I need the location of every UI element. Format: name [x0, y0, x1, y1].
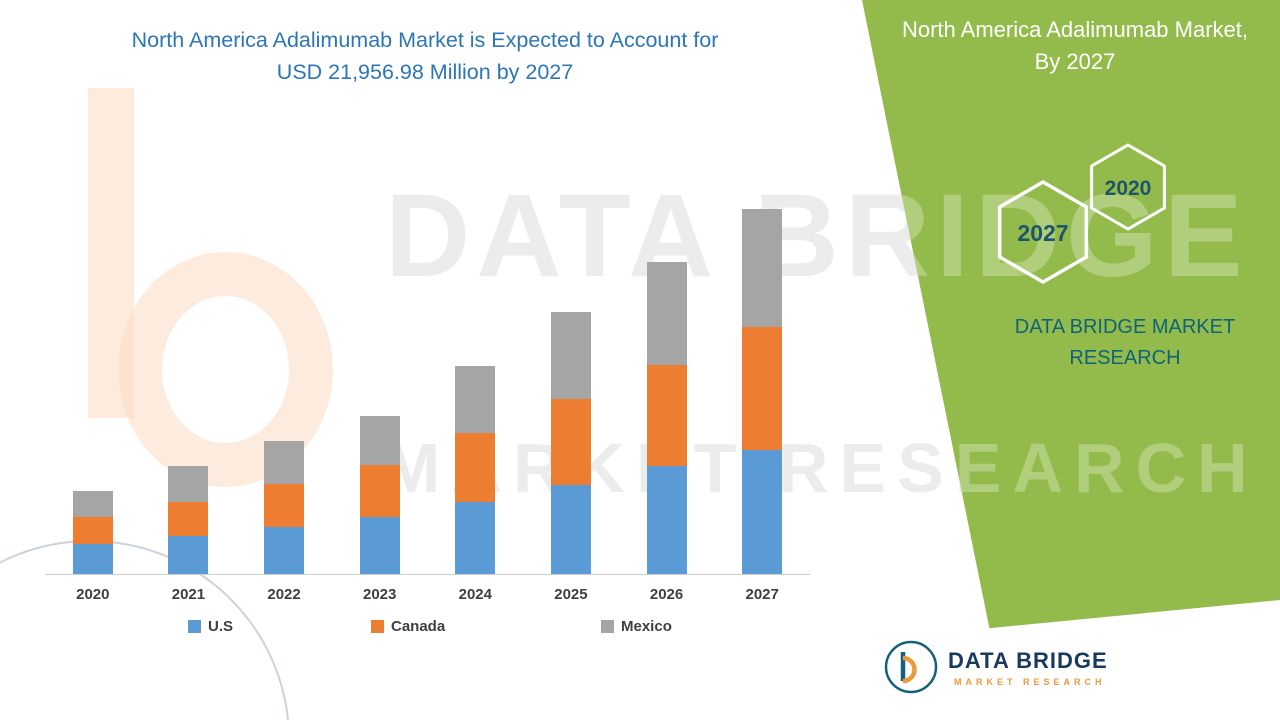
footer-logo-tagline-text: MARKET RESEARCH	[954, 676, 1106, 687]
hexagon-badges: 2027 2020	[997, 143, 1166, 285]
chart-title-line2: USD 21,956.98 Million by 2027	[276, 60, 574, 85]
bar-segment-mexico-2024	[455, 366, 496, 433]
bar-segment-us-2026	[646, 465, 687, 574]
bar-segment-us-2021	[168, 535, 209, 574]
legend-item-canada: Canada	[371, 618, 445, 635]
legend-swatch-us	[188, 620, 201, 633]
footer-logo-name: DATA BRIDGE	[948, 647, 1108, 673]
legend-swatch-canada	[371, 620, 384, 633]
footer-logo-text: DATA BRIDGE MARKET RESEARCH	[948, 648, 1112, 687]
x-label-2021: 2021	[171, 586, 206, 603]
bar-2023	[359, 416, 400, 574]
legend-item-mexico: Mexico	[601, 618, 672, 635]
footer-logo-tagline: MARKET RESEARCH	[948, 677, 1112, 687]
x-label-2023: 2023	[363, 586, 397, 603]
bar-segment-canada-2021	[168, 501, 209, 536]
data-bridge-logo-icon	[884, 640, 938, 694]
bar-2021	[168, 465, 209, 574]
bar-segment-mexico-2023	[359, 416, 400, 465]
bar-segment-us-2025	[550, 484, 591, 574]
bar-segment-us-2023	[359, 517, 400, 574]
bar-segment-canada-2026	[646, 364, 687, 466]
bar-slot-2026	[619, 190, 715, 574]
legend-label-mexico: Mexico	[621, 618, 672, 635]
side-panel-title-line2: By 2027	[1034, 48, 1116, 74]
bar-slot-2020	[45, 190, 141, 574]
bar-segment-canada-2023	[359, 465, 400, 517]
hexagon-2020-icon	[1090, 143, 1166, 231]
x-axis-labels: 2020 2021 2022 2023 2024 2025 2026 2027	[45, 586, 810, 603]
bar-2027	[742, 209, 783, 574]
hexagon-badge-2020: 2020	[1105, 177, 1152, 200]
legend-label-us: U.S	[208, 618, 234, 635]
x-label-2020: 2020	[76, 586, 110, 603]
bar-slot-2024	[428, 190, 524, 574]
bars-container	[45, 190, 810, 574]
bar-segment-mexico-2022	[264, 441, 305, 484]
bar-slot-2027	[714, 190, 810, 574]
bar-segment-us-2024	[455, 502, 496, 574]
bar-segment-canada-2020	[72, 517, 113, 545]
bar-2025	[550, 311, 591, 574]
bar-segment-canada-2022	[264, 483, 305, 527]
bar-2024	[455, 366, 496, 574]
chart-title-line1: North America Adalimumab Market is Expec…	[131, 28, 719, 52]
x-label-2025: 2025	[554, 586, 588, 603]
x-label-2024: 2024	[458, 586, 492, 603]
chart-title: North America Adalimumab Market is Expec…	[55, 24, 795, 89]
bar-slot-2022	[236, 190, 332, 574]
bar-segment-mexico-2027	[742, 209, 783, 327]
bar-segment-mexico-2020	[72, 491, 113, 518]
bar-segment-us-2020	[72, 544, 113, 574]
bar-2020	[72, 491, 113, 574]
x-label-2026: 2026	[649, 586, 684, 603]
side-panel-brand-text: DATA BRIDGE MARKET RESEARCH	[1014, 316, 1236, 369]
bar-segment-mexico-2021	[168, 465, 209, 502]
legend-label-canada: Canada	[391, 618, 446, 635]
bar-2022	[264, 441, 305, 574]
bar-segment-us-2027	[742, 450, 783, 574]
bar-slot-2021	[141, 190, 237, 574]
bar-slot-2025	[523, 190, 619, 574]
hexagon-2027-icon	[997, 179, 1089, 285]
bar-2026	[646, 261, 687, 574]
side-panel-title: North America Adalimumab Market, By 2027	[876, 14, 1274, 78]
plot-area	[45, 190, 810, 575]
bar-segment-canada-2027	[742, 327, 783, 450]
bar-segment-canada-2024	[455, 433, 496, 502]
footer-logo: DATA BRIDGE MARKET RESEARCH	[884, 640, 1112, 694]
x-label-2027: 2027	[745, 586, 779, 603]
legend-swatch-mexico	[601, 620, 614, 633]
bar-segment-us-2022	[264, 527, 305, 574]
bar-segment-canada-2025	[550, 398, 591, 485]
x-label-2022: 2022	[267, 586, 301, 603]
hexagon-badge-2027: 2027	[1017, 220, 1068, 246]
bar-slot-2023	[332, 190, 428, 574]
side-panel-title-line1: North America Adalimumab Market,	[901, 17, 1249, 42]
bar-segment-mexico-2025	[550, 311, 591, 399]
legend-item-us: U.S	[188, 618, 233, 635]
chart-legend: U.S Canada Mexico	[45, 618, 810, 644]
bar-segment-mexico-2026	[646, 261, 687, 365]
